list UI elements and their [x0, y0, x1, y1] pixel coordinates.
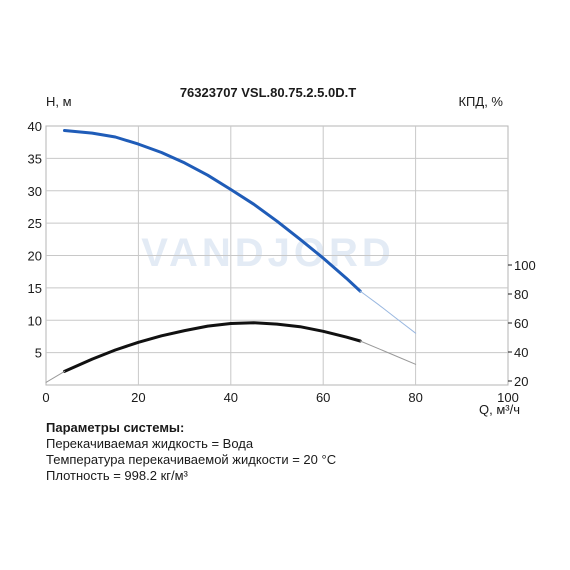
- system-parameter-line: Плотность = 998.2 кг/м³: [46, 468, 188, 483]
- system-parameters: Параметры системы: Перекачиваемая жидкос…: [46, 420, 546, 484]
- x-tick-label: 60: [316, 390, 330, 405]
- y-tick-label-left: 20: [28, 249, 42, 264]
- left-axis-label: H, м: [46, 94, 72, 109]
- series-line-head: [63, 129, 362, 293]
- y-tick-label-right: 80: [514, 287, 528, 302]
- chart: 76323707 VSL.80.75.2.5.0D.T H, м КПД, % …: [28, 85, 536, 417]
- y-tick-label-right: 40: [514, 345, 528, 360]
- y-tick-label-left: 30: [28, 184, 42, 199]
- y-tick-label-left: 40: [28, 119, 42, 134]
- system-parameter-line: Перекачиваемая жидкость = Вода: [46, 436, 254, 451]
- right-axis-label: КПД, %: [458, 94, 503, 109]
- x-tick-label: 0: [42, 390, 49, 405]
- x-axis-label: Q, м³/ч: [479, 402, 520, 417]
- series-line-efficiency-start: [45, 370, 65, 383]
- y-tick-label-right: 60: [514, 316, 528, 331]
- series-line-head-extension: [359, 290, 417, 334]
- system-parameters-title: Параметры системы:: [46, 420, 185, 435]
- watermark-logo: VANDJORD: [141, 231, 395, 275]
- x-tick-label: 100: [497, 390, 519, 405]
- x-tick-label: 80: [408, 390, 422, 405]
- system-parameter-line: Температура перекачиваемой жидкости = 20…: [46, 452, 337, 467]
- watermark-text: VANDJORD: [141, 231, 395, 275]
- y-tick-label-left: 15: [28, 281, 42, 296]
- x-tick-label: 40: [224, 390, 238, 405]
- y-tick-label-right: 100: [514, 258, 536, 273]
- y-tick-label-left: 25: [28, 216, 42, 231]
- series-line-efficiency: [63, 321, 362, 373]
- y-tick-label-left: 10: [28, 313, 42, 328]
- pump-curve-chart: 76323707 VSL.80.75.2.5.0D.T H, м КПД, % …: [28, 85, 536, 417]
- y-tick-label-right: 20: [514, 374, 528, 389]
- y-tick-label-left: 35: [28, 151, 42, 166]
- x-tick-label: 20: [131, 390, 145, 405]
- y-tick-label-left: 5: [35, 346, 42, 361]
- series-line-efficiency-extension: [359, 340, 417, 365]
- chart-title: 76323707 VSL.80.75.2.5.0D.T: [180, 85, 356, 100]
